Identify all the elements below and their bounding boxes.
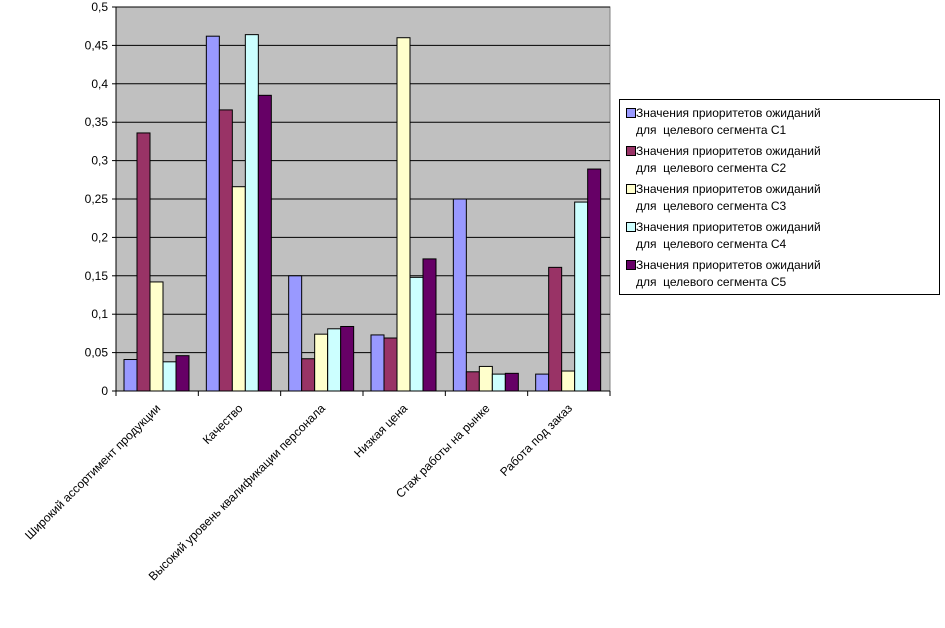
bar-c1-4 (452, 198, 467, 392)
legend-item: Значения приоритетов ожиданий для целево… (624, 219, 936, 255)
bar-c4-4 (491, 373, 506, 392)
bar-c5-4 (504, 372, 519, 392)
legend-label: Значения приоритетов ожиданий для целево… (636, 144, 821, 175)
legend-item: Значения приоритетов ожиданий для целево… (624, 105, 936, 141)
x-tick-label: Высокий уровень квалификации персонала (146, 401, 328, 583)
y-tick-labels: 0 0,05 0,1 0,15 0,2 0,25 0,3 0,35 0,4 0,45 0,5 (85, 0, 116, 398)
y-tick-label: 0 (101, 384, 108, 398)
bar-c2-3 (383, 337, 398, 392)
x-tick-label: Качество (200, 401, 246, 447)
y-tick-label: 0,25 (85, 192, 109, 206)
legend-item: Значения приоритетов ожиданий для целево… (624, 257, 936, 293)
bar-c2-2 (301, 358, 316, 392)
legend-label: Значения приоритетов ожиданий для целево… (636, 220, 821, 251)
legend-label: Значения приоритетов ожиданий для целево… (636, 182, 821, 213)
legend-swatch-c3 (626, 184, 636, 194)
bar-c3-5 (561, 370, 576, 392)
legend: Значения приоритетов ожиданий для целево… (619, 99, 940, 295)
legend-swatch-c1 (626, 108, 636, 118)
x-tick-label: Низкая цена (351, 401, 410, 460)
bar-c5-2 (340, 325, 355, 392)
bar-c1-3 (370, 334, 385, 392)
bar-c2-0 (136, 132, 151, 392)
y-tick-label: 0,5 (91, 0, 108, 14)
bar-c2-5 (548, 266, 563, 392)
bar-c1-5 (535, 373, 550, 392)
bar-c4-1 (244, 34, 259, 392)
bar-c5-0 (175, 355, 190, 392)
bar-c1-1 (205, 35, 220, 392)
y-tick-label: 0,45 (85, 38, 109, 52)
bar-c4-2 (327, 328, 342, 392)
y-tick-label: 0,35 (85, 115, 109, 129)
bar-c3-3 (396, 37, 411, 392)
x-tick-label: Широкий ассортимент продукции (22, 401, 163, 542)
bar-c2-4 (465, 371, 480, 392)
gridlines (116, 6, 610, 354)
legend-item: Значения приоритетов ожиданий для целево… (624, 143, 936, 179)
bar-c4-3 (409, 276, 424, 392)
bar-c4-5 (574, 201, 589, 392)
bar-c3-1 (231, 186, 246, 392)
legend-swatch-c4 (626, 222, 636, 232)
bar-c5-5 (587, 168, 602, 392)
x-tick-labels: Широкий ассортимент продукции КачествоВыс… (22, 401, 575, 584)
x-tick-label: Работа под заказ (497, 401, 575, 479)
bar-c5-1 (257, 94, 272, 392)
legend-swatch-c5 (626, 260, 636, 270)
bar-c1-2 (288, 275, 303, 392)
y-tick-label: 0,4 (91, 77, 108, 91)
y-tick-label: 0,3 (91, 154, 108, 168)
legend-swatch-c2 (626, 146, 636, 156)
bar-c3-4 (478, 365, 493, 392)
bar-c2-1 (218, 109, 233, 392)
y-tick-label: 0,2 (91, 230, 108, 244)
bar-c3-2 (314, 333, 329, 392)
bars (123, 34, 602, 392)
legend-label: Значения приоритетов ожиданий для целево… (636, 258, 821, 289)
y-tick-label: 0,05 (85, 346, 109, 360)
bar-c4-0 (162, 361, 177, 392)
y-tick-label: 0,15 (85, 269, 109, 283)
bar-c5-3 (422, 258, 437, 392)
y-tick-label: 0,1 (91, 307, 108, 321)
bar-c1-0 (123, 359, 138, 392)
legend-item: Значения приоритетов ожиданий для целево… (624, 181, 936, 217)
x-tick-label: Стаж работы на рынке (393, 401, 493, 501)
bar-c3-0 (149, 281, 164, 392)
legend-label: Значения приоритетов ожиданий для целево… (636, 106, 821, 137)
